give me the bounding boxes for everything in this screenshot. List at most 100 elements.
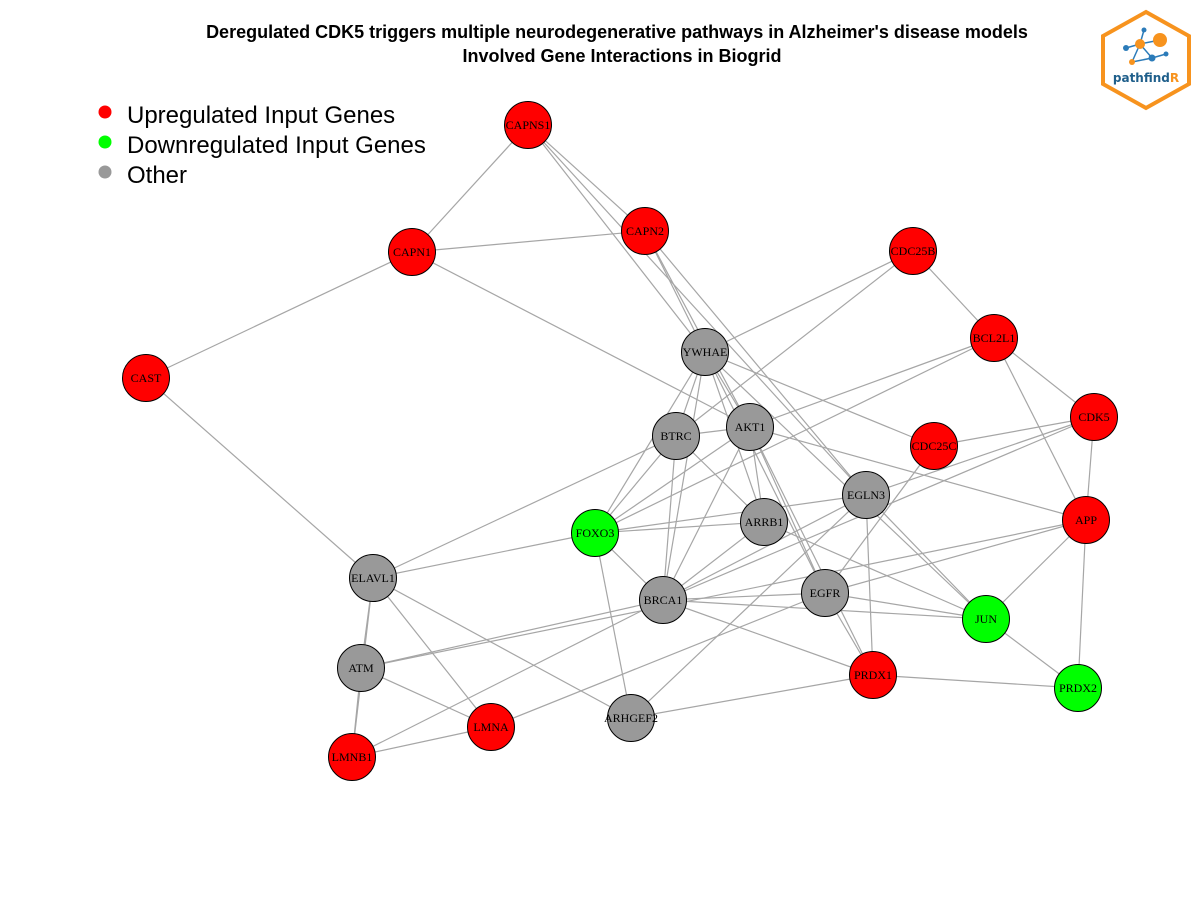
node-label-prdx2: PRDX2 bbox=[1059, 681, 1097, 695]
edge-cast-elavl1 bbox=[145, 377, 374, 579]
node-circle-cast bbox=[122, 354, 170, 402]
edge-app-atm bbox=[360, 519, 1087, 669]
node-circle-btrc bbox=[652, 412, 700, 460]
node-arhgef2: ARHGEF2 bbox=[604, 694, 658, 742]
node-circle-prdx1 bbox=[849, 651, 897, 699]
legend-dot-upregulated bbox=[98, 105, 112, 119]
edge-capns1-capn1 bbox=[411, 124, 529, 253]
node-label-elavl1: ELAVL1 bbox=[351, 571, 395, 585]
node-circle-cdk5 bbox=[1070, 393, 1118, 441]
node-label-brca1: BRCA1 bbox=[644, 593, 683, 607]
edge-capns1-capn2 bbox=[527, 124, 646, 232]
edge-prdx1-prdx2 bbox=[872, 674, 1079, 689]
edge-arrb1-foxo3 bbox=[594, 521, 765, 534]
edge-app-prdx2 bbox=[1077, 519, 1087, 689]
node-egln3: EGLN3 bbox=[842, 471, 890, 519]
node-label-lmna: LMNA bbox=[473, 720, 509, 734]
edge-egln3-brca1 bbox=[662, 494, 867, 601]
node-circle-arrb1 bbox=[740, 498, 788, 546]
node-label-capn1: CAPN1 bbox=[393, 245, 431, 259]
node-jun: JUN bbox=[962, 595, 1010, 643]
node-ywhae: YWHAE bbox=[681, 328, 729, 376]
edge-capns1-egln3 bbox=[527, 124, 867, 496]
node-circle-elavl1 bbox=[349, 554, 397, 602]
node-atm: ATM bbox=[337, 644, 385, 692]
node-label-ywhae: YWHAE bbox=[683, 345, 728, 359]
node-circle-capn2 bbox=[621, 207, 669, 255]
node-label-cdk5: CDK5 bbox=[1078, 410, 1109, 424]
node-label-cast: CAST bbox=[131, 371, 162, 385]
node-label-akt1: AKT1 bbox=[735, 420, 766, 434]
node-label-foxo3: FOXO3 bbox=[576, 526, 615, 540]
node-circle-bcl2l1 bbox=[970, 314, 1018, 362]
edge-bcl2l1-akt1 bbox=[749, 337, 995, 428]
node-label-jun: JUN bbox=[975, 612, 997, 626]
edge-cdc25b-btrc bbox=[675, 250, 914, 437]
node-label-egfr: EGFR bbox=[810, 586, 841, 600]
node-akt1: AKT1 bbox=[726, 403, 774, 451]
node-capn1: CAPN1 bbox=[388, 228, 436, 276]
legend: Upregulated Input Genes Downregulated In… bbox=[98, 102, 426, 189]
diagram-subtitle: Involved Gene Interactions in Biogrid bbox=[462, 46, 781, 66]
edge-egfr-jun bbox=[824, 592, 987, 620]
node-circle-egfr bbox=[801, 569, 849, 617]
node-label-arhgef2: ARHGEF2 bbox=[604, 711, 658, 725]
logo-hexagon bbox=[1101, 9, 1191, 111]
node-capn2: CAPN2 bbox=[621, 207, 669, 255]
edge-capn1-akt1 bbox=[411, 251, 751, 428]
node-circle-jun bbox=[962, 595, 1010, 643]
node-label-btrc: BTRC bbox=[660, 429, 691, 443]
logo-text: pathfindR bbox=[1113, 71, 1179, 85]
node-label-atm: ATM bbox=[348, 661, 374, 675]
edge-app-egfr bbox=[824, 519, 1087, 594]
edge-egln3-jun bbox=[865, 494, 987, 620]
edge-egln3-arhgef2 bbox=[630, 494, 867, 719]
node-cdc25b: CDC25B bbox=[889, 227, 937, 275]
node-circle-capns1 bbox=[504, 101, 552, 149]
edge-btrc-elavl1 bbox=[372, 435, 677, 579]
edge-ywhae-foxo3 bbox=[594, 351, 706, 534]
edge-brca1-prdx1 bbox=[662, 599, 874, 676]
edge-foxo3-elavl1 bbox=[372, 532, 596, 579]
edge-bcl2l1-app bbox=[993, 337, 1087, 521]
node-circle-cdc25b bbox=[889, 227, 937, 275]
node-circle-cdc25c bbox=[910, 422, 958, 470]
edge-akt1-egfr bbox=[749, 426, 826, 594]
edge-ywhae-cdc25c bbox=[704, 351, 935, 447]
edge-egfr-lmna bbox=[490, 592, 826, 728]
edge-cdc25c-egfr bbox=[824, 445, 935, 594]
node-circle-prdx2 bbox=[1054, 664, 1102, 712]
legend-label-other: Other bbox=[127, 162, 187, 189]
legend-dot-downregulated bbox=[98, 135, 112, 149]
edge-capn1-cast bbox=[145, 251, 413, 379]
node-prdx2: PRDX2 bbox=[1054, 664, 1102, 712]
edge-elavl1-arhgef2 bbox=[372, 577, 632, 719]
edge-ywhae-brca1 bbox=[662, 351, 706, 601]
node-btrc: BTRC bbox=[652, 412, 700, 460]
legend-dot-other bbox=[98, 165, 112, 179]
edge-capn2-akt1 bbox=[644, 230, 751, 428]
edge-egln3-foxo3 bbox=[594, 494, 867, 534]
node-egfr: EGFR bbox=[801, 569, 849, 617]
edge-capn2-egln3 bbox=[644, 230, 867, 496]
edge-akt1-brca1 bbox=[662, 426, 751, 601]
node-circle-lmnb1 bbox=[328, 733, 376, 781]
node-app: APP bbox=[1062, 496, 1110, 544]
edge-cdc25b-ywhae bbox=[704, 250, 914, 353]
node-foxo3: FOXO3 bbox=[571, 509, 619, 557]
edge-btrc-brca1 bbox=[662, 435, 677, 601]
edge-akt1-app bbox=[749, 426, 1087, 521]
node-prdx1: PRDX1 bbox=[849, 651, 897, 699]
logo-network-icon bbox=[1123, 27, 1169, 65]
node-cdc25c: CDC25C bbox=[910, 422, 958, 470]
node-layer: CAPNS1 CAPN2 CAPN1 CDC25B CAST BCL2L1 YWHAE CDK… bbox=[122, 101, 1118, 781]
node-circle-arhgef2 bbox=[607, 694, 655, 742]
node-arrb1: ARRB1 bbox=[740, 498, 788, 546]
node-label-bcl2l1: BCL2L1 bbox=[973, 331, 1016, 345]
node-label-arrb1: ARRB1 bbox=[745, 515, 784, 529]
legend-label-upregulated: Upregulated Input Genes bbox=[127, 102, 395, 129]
edge-egfr-brca1 bbox=[662, 592, 826, 601]
node-circle-atm bbox=[337, 644, 385, 692]
edge-egln3-prdx1 bbox=[865, 494, 874, 676]
edge-capn1-capn2 bbox=[411, 230, 646, 253]
